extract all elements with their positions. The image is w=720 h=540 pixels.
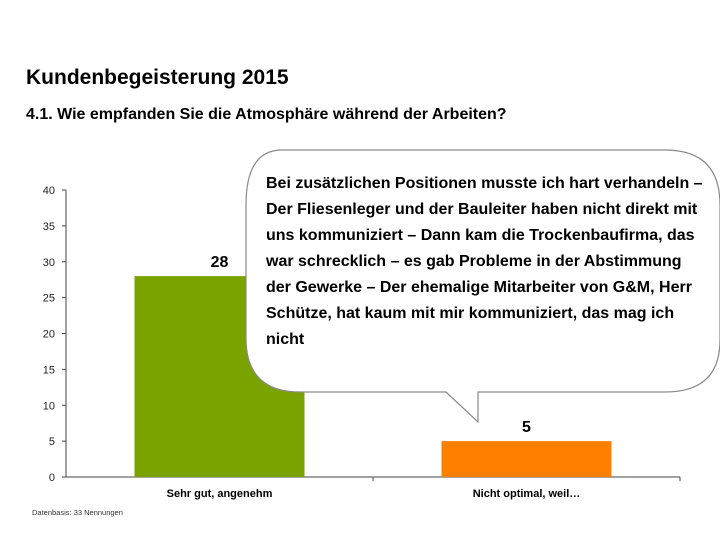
- bar-value-label: 5: [522, 419, 531, 436]
- y-tick-label: 10: [43, 400, 55, 412]
- y-tick-label: 30: [43, 257, 55, 269]
- category-label: Nicht optimal, weil…: [473, 488, 581, 500]
- data-basis-footnote: Datenbasis: 33 Nennungen: [32, 508, 123, 517]
- y-tick-label: 25: [43, 293, 55, 305]
- y-tick-label: 0: [49, 472, 55, 484]
- category-label: Sehr gut, angenehm: [167, 488, 273, 500]
- speech-bubble: [245, 149, 720, 424]
- y-tick-label: 15: [43, 364, 55, 376]
- y-tick-label: 20: [43, 329, 55, 341]
- y-tick-label: 35: [43, 221, 55, 233]
- y-tick-label: 40: [43, 185, 55, 197]
- y-tick-label: 5: [49, 436, 55, 448]
- quote-text: Bei zusätzlichen Positionen musste ich h…: [266, 175, 703, 348]
- page-title: Kundenbegeisterung 2015: [26, 66, 289, 89]
- bar-2: [441, 441, 612, 477]
- question-subtitle: 4.1. Wie empfanden Sie die Atmosphäre wä…: [26, 106, 507, 123]
- bar-value-label: 28: [211, 254, 229, 271]
